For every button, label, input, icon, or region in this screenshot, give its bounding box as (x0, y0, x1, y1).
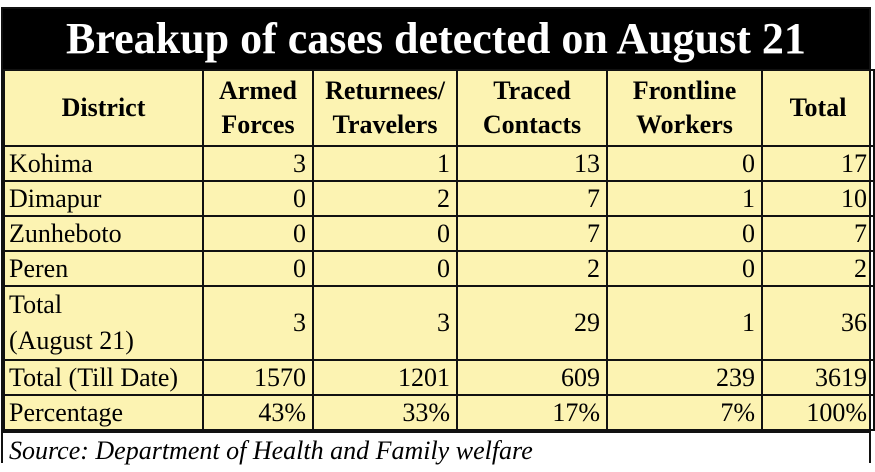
cell-returnees: 0 (312, 250, 458, 287)
table-row: Kohima 3 1 13 0 17 (3, 145, 875, 182)
cell-district: Total (Till Date) (3, 359, 204, 396)
cell-returnees: 0 (312, 215, 458, 252)
cell-district: Zunheboto (3, 215, 204, 252)
cell-traced: 17% (456, 394, 608, 431)
header-traced-line1: Traced (493, 76, 571, 105)
table-row: Peren 0 0 2 0 2 (3, 250, 875, 287)
cell-traced: 7 (456, 180, 608, 217)
header-returnees: Returnees/ Travelers (312, 69, 458, 147)
cell-armed: 43% (202, 394, 314, 431)
cell-frontline: 1 (606, 180, 763, 217)
cell-district: Total (August 21) (3, 285, 204, 361)
cell-armed: 3 (202, 285, 314, 361)
cell-armed: 0 (202, 180, 314, 217)
cell-returnees: 1201 (312, 359, 458, 396)
cell-traced: 13 (456, 145, 608, 182)
cell-returnees: 1 (312, 145, 458, 182)
cell-traced: 7 (456, 215, 608, 252)
cell-frontline: 7% (606, 394, 763, 431)
cell-district: Dimapur (3, 180, 204, 217)
table-row: Dimapur 0 2 7 1 10 (3, 180, 875, 217)
percentage-row: Percentage 43% 33% 17% 7% 100% (3, 394, 875, 431)
cell-district: Kohima (3, 145, 204, 182)
header-armed-line1: Armed (219, 76, 297, 105)
cell-frontline: 1 (606, 285, 763, 361)
source-note: Source: Department of Health and Family … (3, 431, 869, 469)
cases-table-panel: Breakup of cases detected on August 21 D… (1, 7, 875, 469)
cell-armed: 1570 (202, 359, 314, 396)
header-frontline-line2: Workers (636, 110, 733, 139)
cell-total: 10 (761, 180, 875, 217)
cell-traced: 2 (456, 250, 608, 287)
cell-frontline: 0 (606, 215, 763, 252)
header-returnees-line1: Returnees/ (325, 76, 445, 105)
cell-returnees: 3 (312, 285, 458, 361)
cell-total: 7 (761, 215, 875, 252)
cell-district: Peren (3, 250, 204, 287)
header-frontline-line1: Frontline (632, 76, 737, 105)
cell-district: Percentage (3, 394, 204, 431)
header-returnees-line2: Travelers (332, 110, 438, 139)
table-title: Breakup of cases detected on August 21 (3, 9, 869, 69)
header-armed-line2: Forces (221, 110, 295, 139)
cell-returnees: 33% (312, 394, 458, 431)
cell-traced: 29 (456, 285, 608, 361)
header-traced-line2: Contacts (482, 110, 582, 139)
total-aug21-label-line1: Total (9, 290, 63, 319)
cell-total: 100% (761, 394, 875, 431)
header-armed-forces: Armed Forces (202, 69, 314, 147)
total-aug21-label-line2: (August 21) (9, 326, 134, 355)
header-district: District (3, 69, 204, 147)
cell-total: 2 (761, 250, 875, 287)
header-frontline-workers: Frontline Workers (606, 69, 763, 147)
header-row: District Armed Forces Returnees/ Travele… (3, 69, 875, 147)
cases-table: District Armed Forces Returnees/ Travele… (3, 69, 875, 431)
cell-total: 17 (761, 145, 875, 182)
cell-armed: 0 (202, 215, 314, 252)
cell-returnees: 2 (312, 180, 458, 217)
header-traced-contacts: Traced Contacts (456, 69, 608, 147)
total-aug21-row: Total (August 21) 3 3 29 1 36 (3, 285, 875, 361)
cell-traced: 609 (456, 359, 608, 396)
cell-total: 36 (761, 285, 875, 361)
header-total: Total (761, 69, 875, 147)
total-till-date-row: Total (Till Date) 1570 1201 609 239 3619 (3, 359, 875, 396)
cell-frontline: 0 (606, 145, 763, 182)
cell-total: 3619 (761, 359, 875, 396)
cell-frontline: 239 (606, 359, 763, 396)
cell-armed: 0 (202, 250, 314, 287)
cell-frontline: 0 (606, 250, 763, 287)
table-row: Zunheboto 0 0 7 0 7 (3, 215, 875, 252)
cell-armed: 3 (202, 145, 314, 182)
